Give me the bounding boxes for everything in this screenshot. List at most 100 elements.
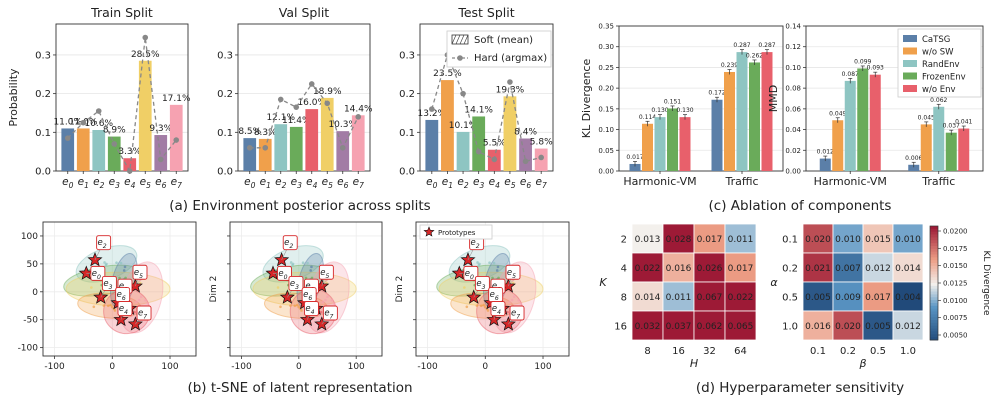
cell-value-label: 0.065 [728, 322, 754, 332]
xtick-label: e2 [275, 176, 286, 190]
xtick-label: e4 [489, 176, 500, 190]
ablation-panel-0: 0.00 0.05 0.10 0.15 0.20 0.25 0.30 0.35 KL Diver… [580, 23, 784, 188]
cell-value-label: 0.016 [666, 264, 692, 274]
xtick-label: e3 [473, 176, 484, 190]
plot-frame [618, 25, 784, 172]
soft-bar [92, 129, 106, 171]
plot-frame [415, 221, 570, 357]
latent-point [496, 265, 500, 269]
prototype-label-box [474, 275, 490, 291]
soft-bar [351, 115, 365, 171]
ytick-label: 0.30 [598, 43, 614, 51]
cell-value-label: 0.012 [895, 322, 921, 332]
ablation-bar [844, 80, 856, 171]
ablation-bar [832, 120, 844, 171]
legend-swatch [903, 72, 917, 80]
latent-point [321, 300, 325, 304]
xtick-label: 0.1 [810, 346, 826, 357]
ytick-label: 0.0 [399, 167, 415, 178]
prototype-star [500, 316, 516, 331]
xtick-label: e6 [520, 176, 531, 190]
heatmap-cell [693, 281, 726, 312]
bar-value-label: 0.239 [721, 62, 738, 69]
cell-value-label: 0.014 [635, 293, 661, 303]
hard-point [429, 106, 435, 112]
cell-value-label: 0.022 [728, 293, 754, 303]
bar-value-label: 0.151 [664, 98, 681, 105]
cell-value-label: 0.026 [697, 264, 723, 274]
hatch-line [451, 34, 457, 45]
cell-value-label: 0.007 [835, 264, 861, 274]
colorbar-segment [930, 254, 938, 258]
cell-value-label: 0.013 [635, 235, 661, 245]
prototype-star [314, 316, 330, 331]
xtick-label: e3 [291, 176, 302, 190]
ablation-bar [908, 164, 920, 171]
prototype-label-box [322, 305, 338, 321]
xtick-label: e0 [426, 176, 437, 190]
bar-value-label: 0.099 [854, 58, 871, 65]
xtick-label: e0 [244, 176, 255, 190]
prototype-label: e0 [278, 269, 287, 281]
colorbar-segment [930, 277, 938, 281]
latent-point [491, 276, 494, 280]
latent-point [512, 295, 516, 299]
y-axis-label: Dim 2 [395, 276, 405, 303]
colorbar-segment [930, 334, 938, 338]
bar-value-label: 8.3% [254, 128, 277, 138]
latent-point [146, 302, 150, 305]
ablation-bar [945, 132, 957, 171]
colorbar-label: KL Divergence [981, 250, 991, 316]
cell-value-label: 0.014 [895, 264, 921, 274]
colorbar-segment [930, 320, 938, 324]
latent-point [310, 265, 313, 269]
latent-point [115, 261, 118, 265]
x-axis-label: β [858, 357, 866, 370]
posterior-panel-1: 0.0 0.1 0.2 0.3 Val Split 8.5% e0 8.3% e1 12.1% e2… [217, 5, 373, 190]
latent-point [475, 304, 479, 307]
heatmap-cell [892, 223, 924, 254]
cell-value-label: 0.022 [635, 264, 661, 274]
colorbar-segment [930, 283, 938, 287]
ytick-label: 0.5 [782, 293, 798, 304]
xtick-label: 32 [703, 346, 716, 357]
soft-bar [123, 158, 137, 171]
heatmap-cell [662, 252, 695, 283]
colorbar-segment [930, 240, 938, 244]
bar-value-label: 0.012 [817, 149, 834, 156]
latent-point [291, 263, 294, 267]
soft-bar [258, 138, 272, 171]
ablation-panel-1: 0.00 0.02 0.04 0.06 0.08 0.10 0.12 0.14 MMD 0.012… [767, 23, 984, 188]
bar-value-label: 10.3% [328, 120, 357, 130]
latent-point [309, 269, 312, 272]
latent-point [124, 276, 127, 280]
tsne-legend: Prototypes [419, 224, 493, 240]
xtick-label: -100 [417, 362, 438, 372]
prototype-label: e7 [324, 309, 333, 321]
bar-value-label: 17.1% [162, 94, 191, 104]
latent-point [304, 276, 308, 280]
prototype-label: e6 [490, 290, 499, 302]
x-axis-label: H [690, 357, 698, 370]
ytick-label: 0.0 [217, 167, 233, 178]
prototype-label-box [318, 264, 334, 280]
hard-point [246, 144, 253, 151]
cell-value-label: 0.010 [835, 235, 861, 245]
heatmap-cell [862, 223, 894, 254]
xtick-label: 100 [534, 362, 551, 372]
ytick-label: 0.10 [598, 126, 614, 134]
colorbar-segment [930, 237, 938, 241]
panel-title: Val Split [279, 5, 330, 20]
soft-bar [289, 126, 303, 171]
latent-point [293, 304, 297, 308]
ytick-label: 0.1 [399, 128, 415, 139]
latent-point [144, 298, 147, 302]
bar-value-label: 5.5% [483, 139, 506, 149]
heatmap-cell [724, 310, 757, 341]
hard-legend-marker [457, 55, 463, 61]
colorbar-segment [930, 288, 938, 292]
latent-point [139, 295, 143, 299]
xtick-label: e5 [504, 176, 515, 190]
